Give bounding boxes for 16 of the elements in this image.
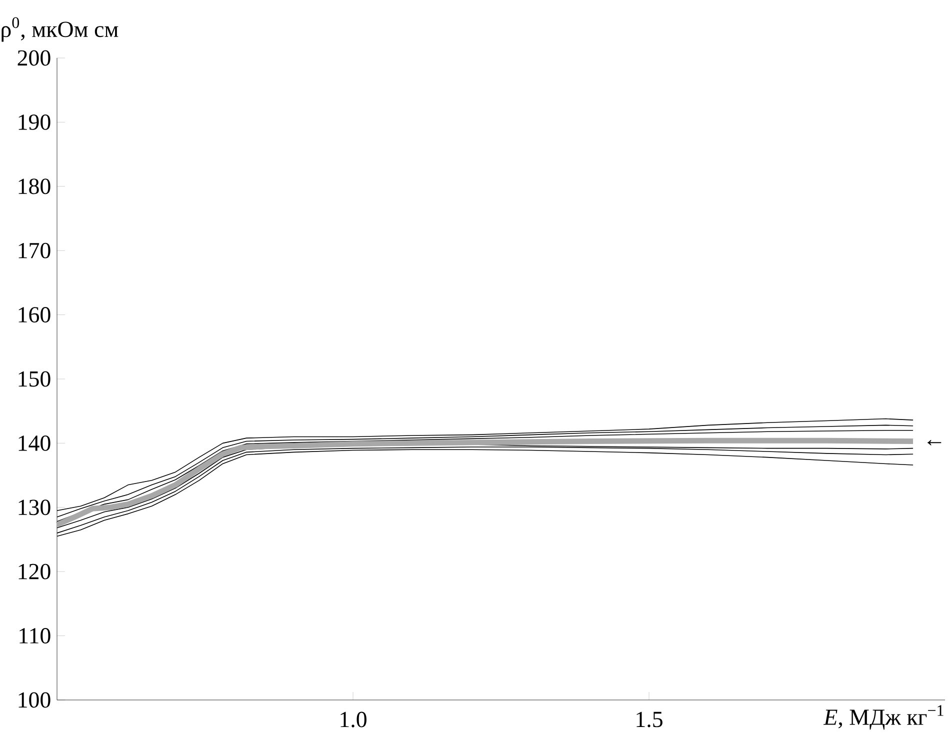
x-tick-label: 1.0 [340,712,366,728]
y-tick-label: 190 [18,114,50,130]
y-tick-label: 180 [18,178,50,194]
y-tick-label: 120 [18,564,50,580]
y-tick-label: 140 [18,435,50,451]
y-tick-label: 170 [18,242,50,258]
y-axis-title: ρ$^{0}$, мкОм см [2,17,118,42]
annotation: ← [928,440,942,446]
y-tick-label: 150 [18,371,50,387]
y-tick-label: 200 [18,50,50,66]
y-tick-label: 110 [20,628,50,644]
x-axis-title: E, МДж кг$^{−1}$ [823,705,944,730]
y-tick-label: 160 [18,307,50,323]
y-tick-label: 130 [18,500,50,516]
y-tick-label: 100 [18,692,50,708]
x-tick-label: 1.5 [636,712,662,728]
